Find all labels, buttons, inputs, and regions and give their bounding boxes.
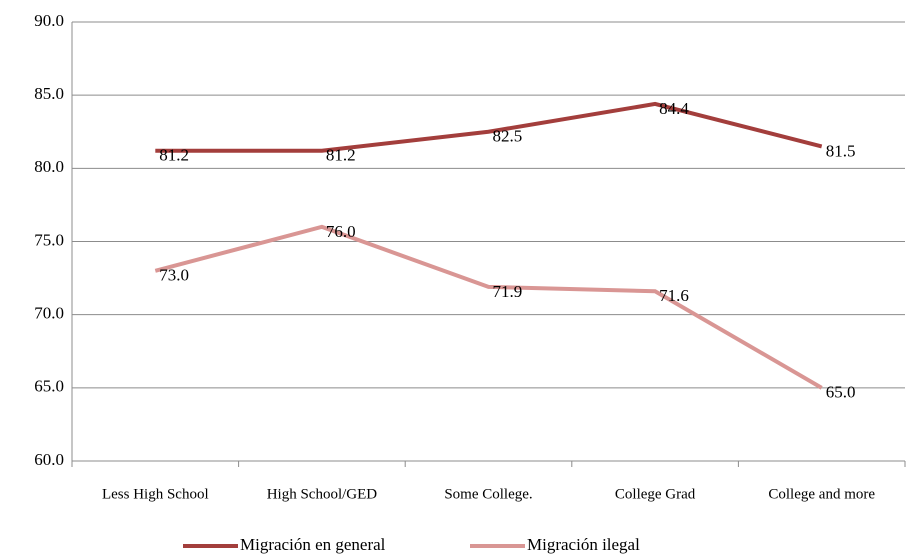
data-label: 81.2 xyxy=(159,146,189,165)
series-line xyxy=(154,224,823,390)
data-label: 76.0 xyxy=(326,222,356,241)
series-line xyxy=(155,101,823,153)
x-tick-label: Less High School xyxy=(102,486,209,502)
x-tick-label: High School/GED xyxy=(267,486,378,502)
legend-label: Migración en general xyxy=(240,535,386,554)
data-label: 82.5 xyxy=(493,127,523,146)
data-label: 71.6 xyxy=(659,286,689,305)
x-tick-label: College Grad xyxy=(615,486,696,502)
x-tick-label: Some College. xyxy=(444,486,532,502)
legend-label: Migración ilegal xyxy=(527,535,640,554)
y-tick-label: 65.0 xyxy=(34,377,64,396)
y-tick-label: 75.0 xyxy=(34,230,64,249)
y-tick-label: 60.0 xyxy=(34,450,64,469)
data-label: 81.5 xyxy=(826,141,856,160)
data-label: 81.2 xyxy=(326,146,356,165)
y-tick-label: 90.0 xyxy=(34,11,64,30)
data-label: 84.4 xyxy=(659,99,689,118)
x-tick-label: College and more xyxy=(768,486,875,502)
data-label: 73.0 xyxy=(159,266,189,285)
data-label: 71.9 xyxy=(493,282,523,301)
y-tick-label: 70.0 xyxy=(34,304,64,323)
y-tick-label: 80.0 xyxy=(34,157,64,176)
data-label: 65.0 xyxy=(826,383,856,402)
y-tick-label: 85.0 xyxy=(34,84,64,103)
